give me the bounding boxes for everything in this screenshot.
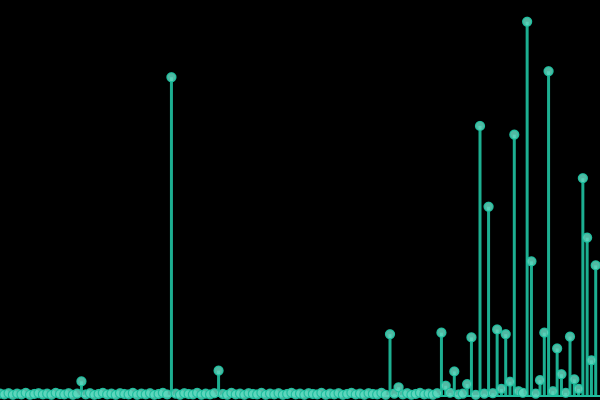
stem-markers-group xyxy=(0,16,600,400)
stem-marker xyxy=(209,388,220,399)
stem-marker xyxy=(590,260,600,271)
stem-marker xyxy=(534,375,546,386)
stem-marker xyxy=(162,389,173,400)
stem-marker xyxy=(432,388,443,399)
stem-marker xyxy=(573,383,584,394)
stem-marker xyxy=(462,379,473,390)
stem-marker xyxy=(487,388,498,399)
stem-marker xyxy=(492,324,503,335)
stem-marker xyxy=(444,387,456,398)
stem-marker xyxy=(474,120,486,132)
stem-marker xyxy=(547,386,558,397)
stem-marker xyxy=(582,232,593,243)
stem-marker xyxy=(384,329,396,340)
stem-marker xyxy=(500,329,511,340)
stem-marker xyxy=(496,383,507,394)
stem-marker xyxy=(556,369,567,380)
stem-marker xyxy=(586,355,597,366)
stem-marker xyxy=(436,327,447,338)
stem-marker xyxy=(569,374,580,385)
stem-marker xyxy=(560,387,571,398)
stem-marker xyxy=(483,201,494,212)
stem-marker xyxy=(380,389,391,400)
stem-marker xyxy=(552,343,563,354)
stem-marker xyxy=(539,327,550,338)
stem-marker xyxy=(470,389,481,400)
stem-marker xyxy=(522,16,533,27)
stem-marker xyxy=(543,66,554,77)
stem-marker xyxy=(72,388,83,399)
stem-marker xyxy=(530,388,541,399)
stem-marker xyxy=(564,331,576,342)
stem-lines-group xyxy=(0,21,598,396)
stem-marker xyxy=(166,72,177,83)
stem-marker xyxy=(504,376,516,387)
stem-marker xyxy=(517,387,528,398)
stem-marker xyxy=(509,129,520,140)
stem-marker xyxy=(76,376,87,387)
stem-marker xyxy=(526,256,537,267)
stem-marker xyxy=(457,388,468,399)
stem-marker xyxy=(577,173,588,184)
stem-marker xyxy=(449,366,460,377)
stem-marker xyxy=(466,332,477,343)
stem-marker xyxy=(213,365,224,376)
stem-marker xyxy=(479,388,490,399)
